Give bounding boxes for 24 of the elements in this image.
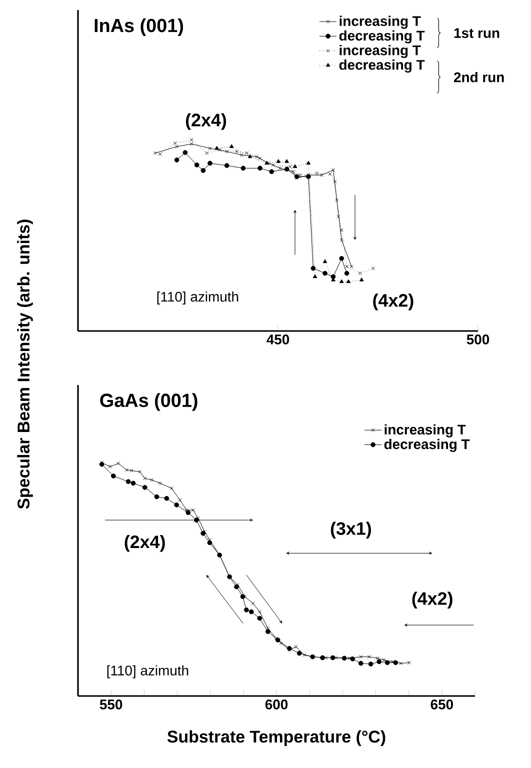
- legend-label: increasing T: [340, 16, 421, 29]
- legend-label: increasing T: [384, 424, 466, 438]
- annotation: (4x2): [412, 592, 452, 608]
- text: 2nd run: [454, 72, 504, 82]
- annotation: (2x4): [124, 535, 165, 552]
- annotation: [110] azimuth: [157, 291, 238, 304]
- annotation: (3x1): [330, 522, 371, 538]
- annotation: [110] azimuth: [107, 665, 188, 678]
- x-tick-label: 600: [265, 700, 288, 710]
- legend-label: increasing T: [340, 44, 421, 58]
- legend-label: decreasing T: [384, 438, 470, 452]
- legend-label: decreasing T: [339, 30, 425, 44]
- text: 1st run: [454, 28, 500, 38]
- x-tick-label: 550: [100, 700, 122, 710]
- text: (2x4): [186, 113, 226, 130]
- x-tick-label: 450: [266, 334, 290, 344]
- legend-label: decreasing T: [339, 60, 425, 73]
- chart-title: InAs (001): [94, 18, 184, 36]
- annotation: (4x2): [373, 294, 414, 310]
- chart-title: GaAs (001): [100, 393, 198, 411]
- y-axis-title: Specular Beam Intensity (arb. units): [17, 220, 33, 509]
- x-tick-label: 650: [430, 700, 453, 710]
- x-axis-title: Substrate Temperature (°C): [167, 730, 386, 746]
- x-tick-label: 500: [466, 334, 490, 344]
